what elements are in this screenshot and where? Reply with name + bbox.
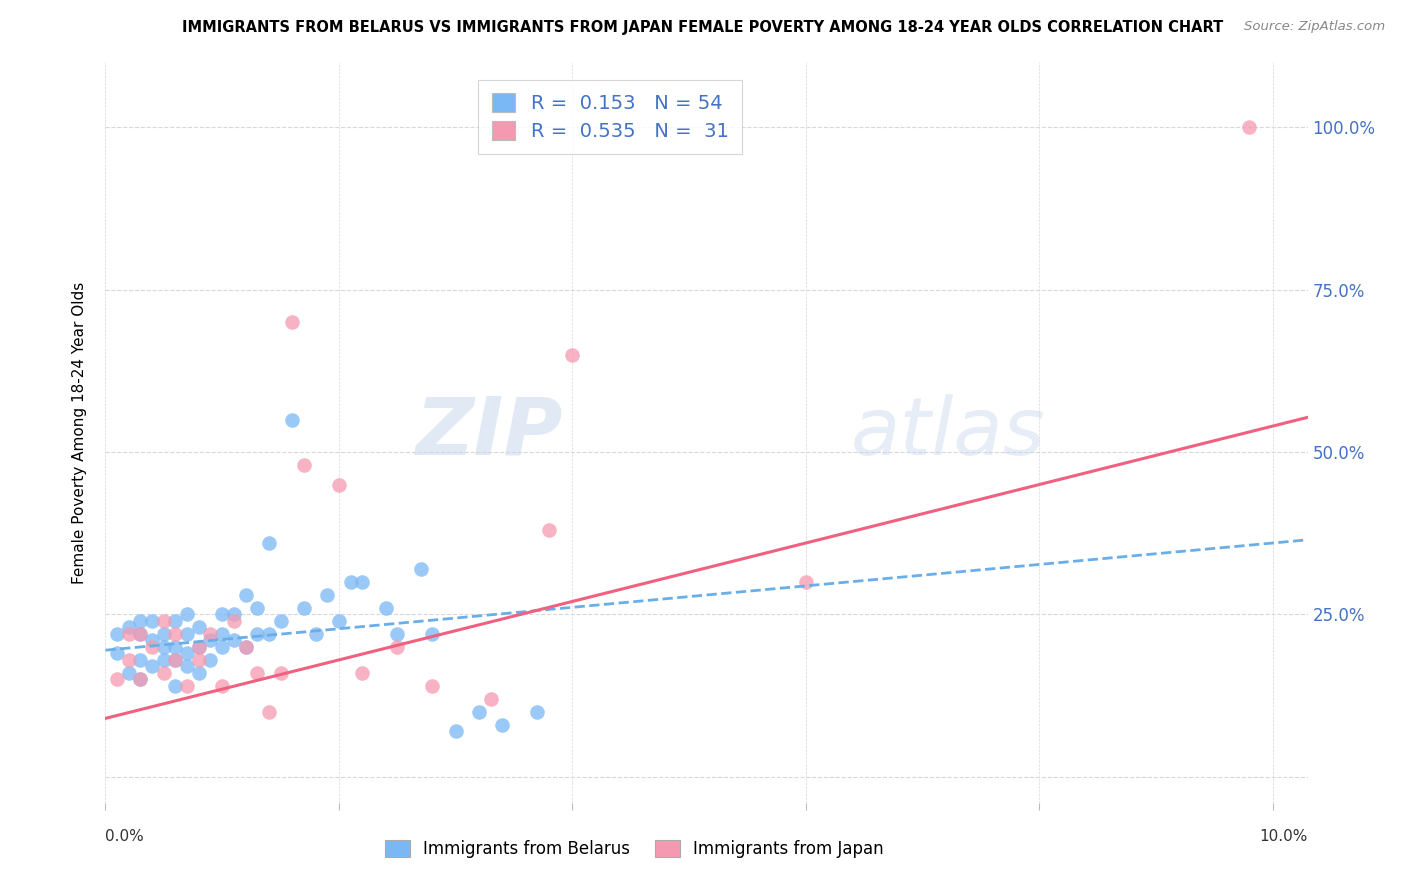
Point (105, 647, 128, 661)
Point (211, 640, 233, 654)
Point (118, 627, 141, 641)
Point (1237, 120, 1260, 135)
Text: atlas: atlas (851, 393, 1046, 472)
Point (118, 665, 141, 680)
Point (176, 647, 198, 661)
Point (409, 562, 432, 576)
Point (526, 705, 548, 719)
Point (281, 315, 304, 329)
Point (118, 620, 141, 634)
Point (270, 614, 292, 628)
Point (129, 627, 152, 641)
Text: Source: ZipAtlas.com: Source: ZipAtlas.com (1244, 20, 1385, 33)
Text: 10.0%: 10.0% (1260, 830, 1308, 844)
Point (153, 614, 176, 628)
Point (141, 633, 163, 648)
Point (176, 679, 198, 693)
Point (222, 607, 245, 622)
Point (235, 640, 257, 654)
Point (292, 601, 315, 615)
Point (257, 705, 280, 719)
Point (211, 607, 233, 622)
Point (420, 679, 443, 693)
Point (129, 673, 152, 687)
Text: IMMIGRANTS FROM BELARUS VS IMMIGRANTS FROM JAPAN FEMALE POVERTY AMONG 18-24 YEAR: IMMIGRANTS FROM BELARUS VS IMMIGRANTS FR… (183, 20, 1223, 35)
Point (129, 673, 152, 687)
Point (129, 614, 152, 628)
Point (235, 640, 257, 654)
Point (200, 627, 222, 641)
Point (257, 627, 280, 641)
Point (270, 665, 292, 680)
Point (176, 659, 198, 673)
Point (352, 574, 374, 589)
Point (165, 614, 187, 628)
Point (328, 477, 350, 491)
Point (352, 665, 374, 680)
Point (165, 640, 187, 654)
Point (246, 601, 269, 615)
Point (153, 653, 176, 667)
Point (187, 640, 209, 654)
Point (105, 673, 128, 687)
Point (387, 627, 409, 641)
Point (246, 627, 269, 641)
Point (211, 679, 233, 693)
Point (141, 614, 163, 628)
Point (165, 653, 187, 667)
Point (165, 653, 187, 667)
Point (257, 536, 280, 550)
Point (281, 412, 304, 426)
Point (153, 640, 176, 654)
Point (304, 627, 326, 641)
Point (444, 724, 467, 739)
Point (246, 665, 269, 680)
Legend: R =  0.153   N = 54, R =  0.535   N =  31: R = 0.153 N = 54, R = 0.535 N = 31 (478, 79, 742, 154)
Point (187, 653, 209, 667)
Point (211, 627, 233, 641)
Text: 0.0%: 0.0% (105, 830, 145, 844)
Point (141, 640, 163, 654)
Point (105, 627, 128, 641)
Point (328, 614, 350, 628)
Text: ZIP: ZIP (415, 393, 562, 472)
Point (200, 633, 222, 648)
Point (153, 627, 176, 641)
Point (118, 653, 141, 667)
Point (165, 679, 187, 693)
Point (491, 718, 513, 732)
Point (187, 665, 209, 680)
Point (387, 640, 409, 654)
Point (292, 458, 315, 472)
Point (374, 601, 396, 615)
Point (176, 627, 198, 641)
Point (468, 705, 491, 719)
Point (235, 588, 257, 602)
Y-axis label: Female Poverty Among 18-24 Year Olds: Female Poverty Among 18-24 Year Olds (72, 282, 87, 583)
Point (794, 574, 817, 589)
Point (222, 614, 245, 628)
Point (187, 640, 209, 654)
Point (479, 692, 502, 706)
Point (537, 523, 560, 537)
Point (141, 659, 163, 673)
Point (129, 653, 152, 667)
Point (561, 348, 583, 362)
Point (165, 627, 187, 641)
Point (176, 607, 198, 622)
Point (316, 588, 339, 602)
Point (420, 627, 443, 641)
Point (153, 665, 176, 680)
Point (222, 633, 245, 648)
Point (200, 653, 222, 667)
Point (129, 627, 152, 641)
Point (339, 574, 361, 589)
Point (187, 620, 209, 634)
